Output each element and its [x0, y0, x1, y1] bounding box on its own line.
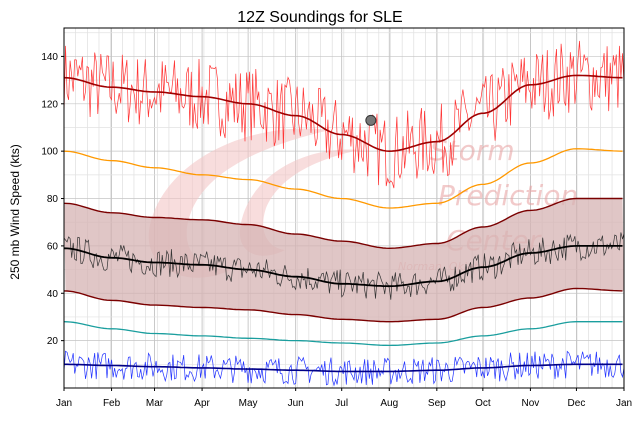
x-tick-label: Sep [428, 398, 446, 409]
series-band_lower [63, 287, 623, 323]
series-mean_smooth [63, 245, 623, 288]
axes: 20 40 60 80 100 120 140 Jan Feb Mar Apr May Jun Jul Au… [41, 27, 632, 409]
x-tick-label: May [239, 398, 258, 409]
y-tick-label: 40 [47, 289, 59, 300]
x-tick-label: Mar [146, 398, 164, 409]
x-tick-label: Jan [616, 398, 632, 409]
x-tick-label: Jul [335, 398, 348, 409]
y-tick-label: 20 [47, 336, 59, 347]
x-tick-label: Feb [103, 398, 121, 409]
series-p10 [63, 321, 623, 347]
plot-frame [63, 27, 625, 389]
y-tick-label: 100 [41, 147, 58, 158]
x-tick-label: Aug [380, 398, 398, 409]
band-fill [64, 198, 624, 322]
series-layer [63, 40, 625, 387]
y-tick-label: 120 [41, 99, 58, 110]
y-tick-label: 80 [47, 194, 59, 205]
y-tick-label: 60 [47, 241, 59, 252]
x-tick-label: Jan [56, 398, 72, 409]
series-p90 [63, 148, 623, 209]
x-tick-label: Dec [568, 398, 586, 409]
x-tick-label: Nov [522, 398, 540, 409]
series-band_upper [63, 197, 623, 250]
series-record_smooth [63, 74, 623, 153]
watermark-swoosh [148, 128, 330, 278]
series-min_daily [63, 350, 625, 387]
y-tick-label: 140 [41, 52, 58, 63]
observation-point [365, 114, 377, 126]
x-tick-label: Oct [475, 398, 491, 409]
x-tick-label: Jun [288, 398, 304, 409]
series-daily_mean [63, 232, 625, 300]
series-min_smooth [64, 363, 623, 373]
chart-title: 12Z Soundings for SLE [237, 9, 402, 26]
x-tick-label: Apr [194, 398, 210, 409]
y-axis-label: 250 mb Wind Speed (kts) [8, 144, 22, 279]
